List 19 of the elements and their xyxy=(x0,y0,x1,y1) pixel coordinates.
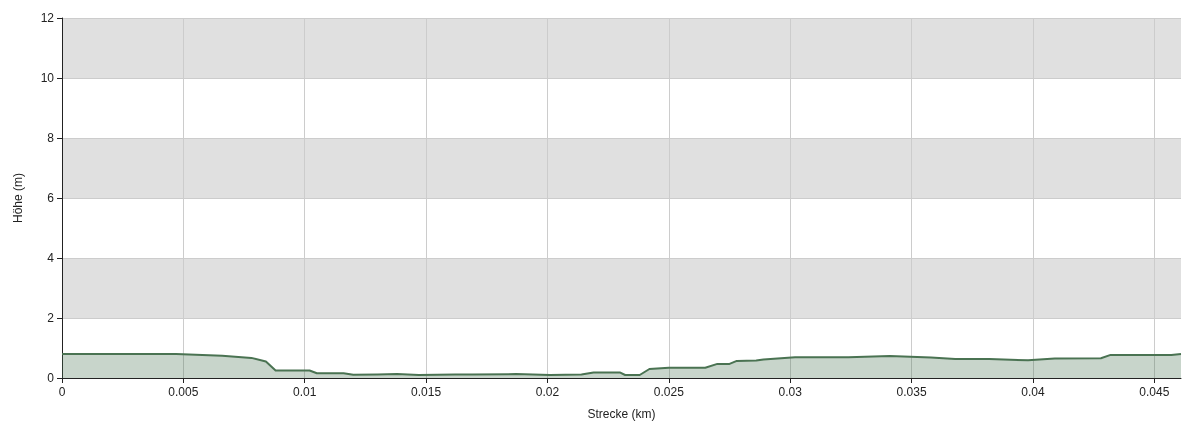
y-tick-label: 0 xyxy=(47,371,55,385)
x-tick-label: 0.005 xyxy=(168,385,199,399)
y-tick-label: 6 xyxy=(47,191,55,205)
x-tick-label: 0.01 xyxy=(293,385,317,399)
y-tick-label: 2 xyxy=(47,311,55,325)
y-tick-label: 10 xyxy=(40,71,55,85)
x-tick-label: 0.045 xyxy=(1139,385,1170,399)
x-tick-label: 0.025 xyxy=(653,385,685,399)
y-tick-label: 8 xyxy=(47,131,55,145)
y-tick-label: 4 xyxy=(47,251,55,265)
x-tick-label: 0 xyxy=(58,385,66,399)
y-tick-label: 12 xyxy=(40,11,55,25)
x-tick-label: 0.02 xyxy=(535,385,560,399)
x-tick-label: 0.035 xyxy=(896,385,927,399)
y-axis-title: Höhe (m) xyxy=(11,172,25,224)
x-tick-label: 0.03 xyxy=(778,385,803,399)
x-tick-label: 0.04 xyxy=(1021,385,1045,399)
x-axis-title: Strecke (km) xyxy=(587,407,656,421)
x-tick-label: 0.015 xyxy=(411,385,442,399)
